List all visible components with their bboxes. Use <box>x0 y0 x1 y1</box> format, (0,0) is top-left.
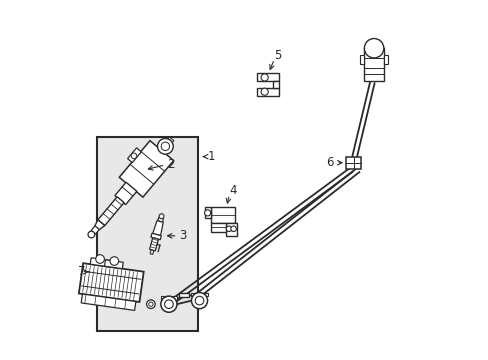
Polygon shape <box>152 221 163 235</box>
Circle shape <box>191 293 207 309</box>
Circle shape <box>204 210 210 216</box>
Circle shape <box>261 88 268 95</box>
Circle shape <box>161 296 177 312</box>
Polygon shape <box>151 233 161 240</box>
Circle shape <box>131 153 137 159</box>
Polygon shape <box>127 148 141 163</box>
Polygon shape <box>91 226 99 234</box>
Circle shape <box>195 296 203 305</box>
Polygon shape <box>157 217 163 222</box>
Polygon shape <box>345 157 361 169</box>
Text: 1: 1 <box>207 150 215 163</box>
Polygon shape <box>98 197 124 226</box>
Polygon shape <box>179 293 188 297</box>
Text: 3: 3 <box>179 229 186 242</box>
Text: 5: 5 <box>273 49 281 62</box>
Polygon shape <box>90 258 109 267</box>
Polygon shape <box>364 48 383 81</box>
Polygon shape <box>150 250 153 255</box>
Polygon shape <box>119 141 173 197</box>
Polygon shape <box>161 296 177 300</box>
Polygon shape <box>256 88 279 96</box>
Polygon shape <box>272 81 279 88</box>
Polygon shape <box>210 222 225 232</box>
Bar <box>97 137 197 331</box>
Polygon shape <box>191 293 207 296</box>
Polygon shape <box>81 294 136 310</box>
Text: 4: 4 <box>229 184 236 197</box>
Circle shape <box>226 226 231 231</box>
Text: 2: 2 <box>167 158 174 171</box>
Polygon shape <box>210 207 235 222</box>
Circle shape <box>164 300 173 309</box>
Circle shape <box>88 231 95 238</box>
Polygon shape <box>225 222 236 237</box>
Polygon shape <box>95 220 104 230</box>
Polygon shape <box>360 55 364 64</box>
Polygon shape <box>115 182 137 204</box>
Circle shape <box>157 139 173 154</box>
Polygon shape <box>104 260 123 269</box>
Polygon shape <box>256 73 279 81</box>
Circle shape <box>148 302 153 306</box>
Circle shape <box>261 74 268 81</box>
Circle shape <box>364 39 383 58</box>
Circle shape <box>161 142 169 150</box>
Polygon shape <box>383 55 387 64</box>
Circle shape <box>110 257 119 265</box>
Polygon shape <box>166 137 174 144</box>
Circle shape <box>230 226 236 231</box>
Text: 6: 6 <box>325 156 333 169</box>
Polygon shape <box>79 263 143 302</box>
Circle shape <box>159 214 163 219</box>
Circle shape <box>146 300 155 309</box>
Circle shape <box>96 255 104 264</box>
Polygon shape <box>149 238 158 251</box>
Polygon shape <box>204 207 210 218</box>
Text: 7: 7 <box>78 265 85 278</box>
